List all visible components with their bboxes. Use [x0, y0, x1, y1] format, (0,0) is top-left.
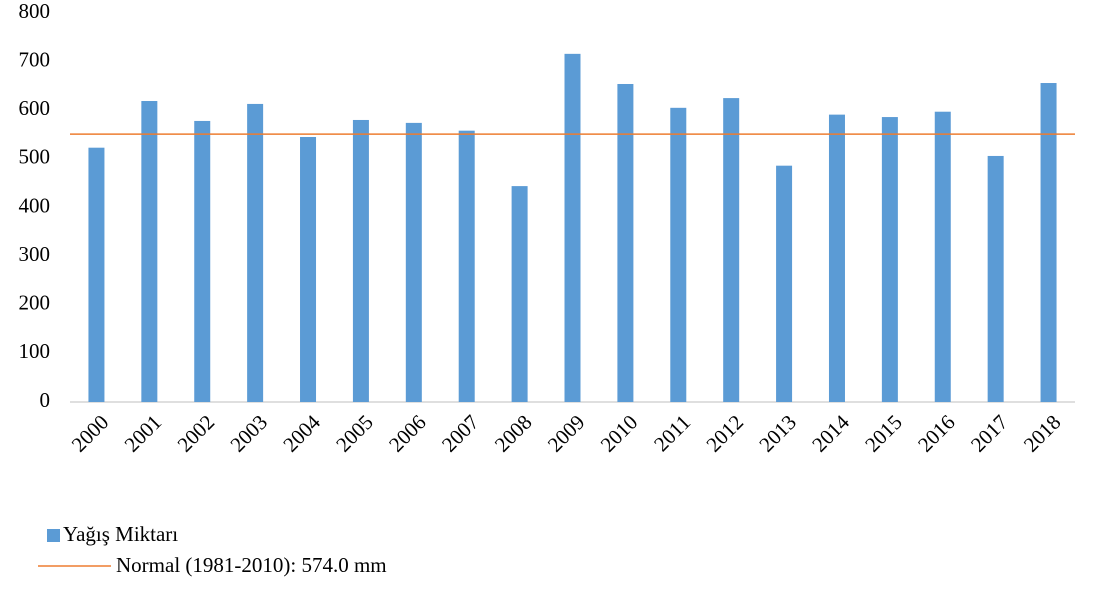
- x-tick-label: 2015: [860, 410, 907, 457]
- bar: [194, 120, 211, 402]
- y-tick-label: 500: [19, 145, 51, 169]
- x-tick-label: 2012: [701, 410, 748, 457]
- x-tick-label: 2007: [437, 410, 484, 457]
- y-tick-label: 200: [19, 291, 51, 315]
- bar: [405, 122, 422, 402]
- bar: [141, 101, 158, 402]
- bar: [352, 119, 369, 402]
- x-tick-label: 2008: [490, 410, 537, 457]
- bar: [934, 111, 951, 403]
- x-tick-label: 2009: [543, 410, 590, 457]
- x-tick-label: 2002: [173, 410, 220, 457]
- legend-swatch: [47, 529, 60, 542]
- x-tick-label: 2018: [1019, 410, 1066, 457]
- y-tick-label: 700: [19, 47, 51, 71]
- bar: [670, 107, 687, 402]
- y-tick-label: 0: [40, 388, 51, 412]
- bar: [1040, 83, 1057, 403]
- bar: [776, 165, 793, 402]
- x-tick-label: 2003: [225, 410, 272, 457]
- bar: [564, 53, 581, 402]
- legend-label: Normal (1981-2010): 574.0 mm: [116, 553, 387, 577]
- bar: [88, 147, 105, 402]
- x-tick-label: 2016: [913, 410, 960, 457]
- x-tick-label: 2005: [331, 410, 378, 457]
- x-tick-label: 2001: [120, 410, 167, 457]
- y-tick-label: 800: [19, 0, 51, 23]
- x-tick-label: 2014: [807, 410, 854, 457]
- x-tick-label: 2010: [596, 410, 643, 457]
- x-tick-label: 2013: [754, 410, 801, 457]
- bar: [458, 130, 475, 403]
- bar: [723, 98, 740, 402]
- y-tick-label: 300: [19, 242, 51, 266]
- y-tick-label: 100: [19, 339, 51, 363]
- bar: [617, 83, 634, 403]
- x-tick-label: 2011: [649, 410, 695, 456]
- legend-label: Yağış Miktarı: [63, 522, 178, 546]
- y-tick-label: 400: [19, 193, 51, 217]
- x-tick-label: 2006: [384, 410, 431, 457]
- bar: [247, 103, 264, 403]
- bar: [828, 114, 845, 402]
- x-tick-label: 2000: [67, 410, 114, 457]
- bar: [881, 117, 898, 403]
- x-tick-label: 2004: [278, 410, 325, 457]
- bar: [300, 136, 317, 402]
- x-tick-label: 2017: [966, 410, 1013, 457]
- bar: [511, 186, 528, 402]
- bar: [987, 155, 1004, 402]
- y-tick-label: 600: [19, 96, 51, 120]
